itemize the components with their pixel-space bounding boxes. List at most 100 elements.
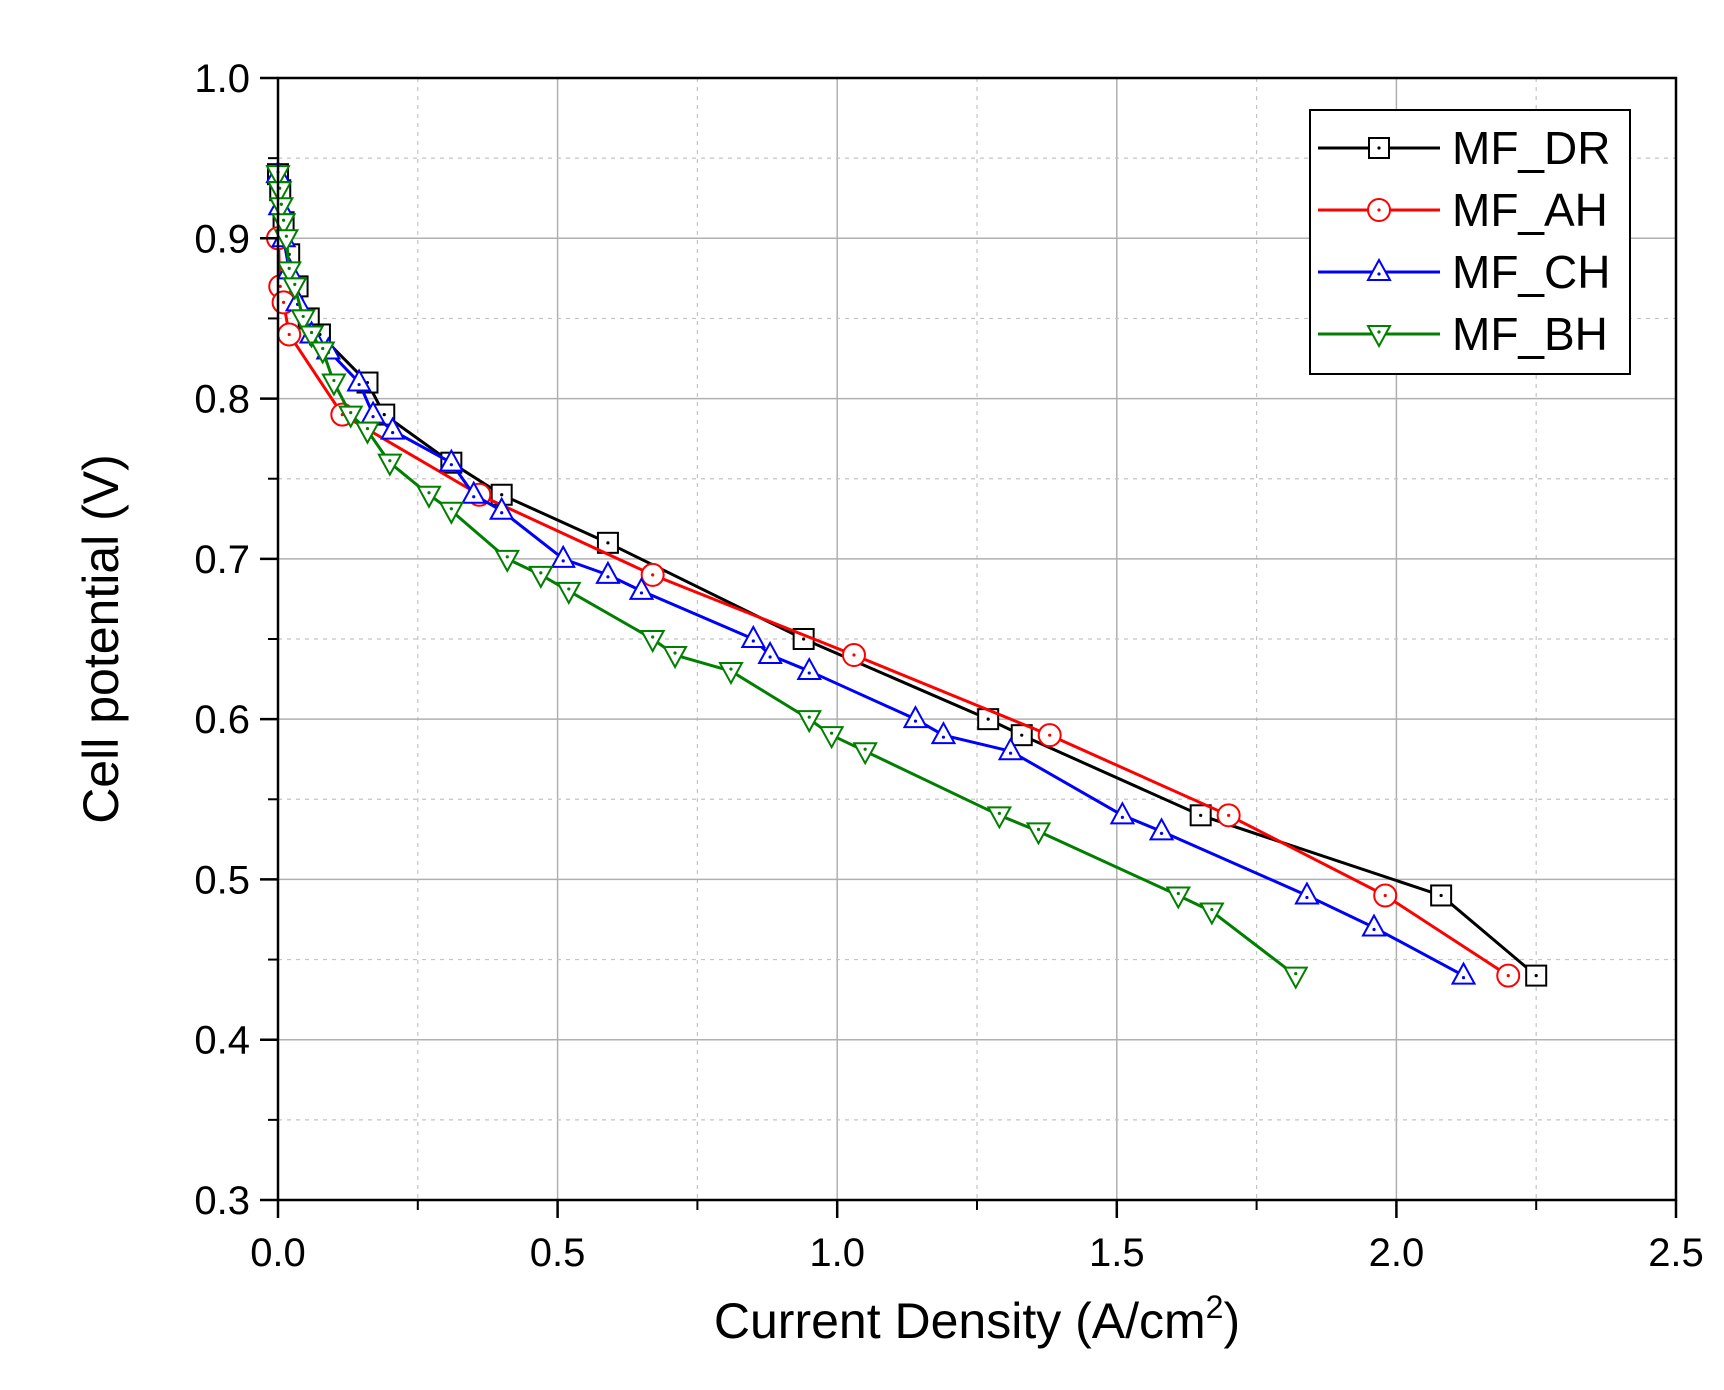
data-point-dot	[639, 591, 644, 595]
data-point	[377, 453, 403, 477]
data-point	[550, 544, 576, 568]
data-point-dot	[278, 284, 282, 288]
data-point-dot	[505, 555, 509, 559]
data-point	[1148, 817, 1175, 841]
x-axis-title-main: Current Density (A/cm	[714, 1293, 1206, 1349]
legend-marker	[1366, 325, 1392, 349]
data-point	[1283, 966, 1309, 990]
x-tick-label: 1.0	[809, 1231, 865, 1275]
data-point-dot	[1305, 895, 1309, 900]
data-point-dot	[651, 635, 655, 639]
data-point-dot	[986, 717, 990, 721]
data-point	[1109, 801, 1136, 825]
data-point	[290, 309, 316, 333]
legend-label: MF_BH	[1452, 308, 1608, 360]
data-point-dot	[651, 573, 655, 577]
data-point-dot	[807, 671, 811, 675]
data-point-dot	[1210, 907, 1214, 912]
data-point-dot	[1534, 974, 1538, 978]
data-point	[438, 448, 465, 472]
data-point-dot	[1120, 815, 1124, 819]
data-point	[930, 721, 957, 745]
data-point	[310, 341, 336, 365]
data-point-dot	[293, 282, 297, 286]
y-tick-label: 1.0	[194, 57, 250, 101]
data-point-dot	[281, 300, 286, 304]
data-point-dot	[391, 431, 395, 435]
data-point	[354, 421, 381, 445]
data-point-dot	[371, 415, 375, 419]
data-point-dot	[500, 511, 504, 515]
data-point	[852, 742, 878, 766]
data-point-dot	[472, 495, 476, 499]
data-point-dot	[1461, 976, 1466, 980]
data-point	[1294, 881, 1320, 905]
y-tick-label: 0.3	[194, 1179, 250, 1223]
data-point	[740, 624, 767, 648]
data-point-dot	[287, 332, 291, 337]
legend-marker-dot	[1377, 330, 1381, 334]
data-point	[556, 581, 582, 605]
data-point-dot	[1506, 974, 1510, 978]
data-point-dot	[768, 655, 772, 659]
data-point	[346, 368, 372, 392]
data-point-dot	[1036, 827, 1041, 831]
data-point-dot	[863, 747, 867, 751]
legend-marker-dot	[1377, 208, 1381, 212]
data-point-dot	[807, 715, 811, 719]
data-point	[416, 485, 442, 509]
data-point-dot	[561, 559, 565, 563]
data-point	[461, 480, 487, 504]
y-tick-label: 0.5	[194, 858, 250, 902]
data-point-dot	[852, 653, 856, 657]
data-point-dot	[449, 463, 453, 467]
data-point-dot	[913, 719, 918, 723]
data-point	[1199, 902, 1225, 926]
x-tick-label: 2.5	[1648, 1231, 1704, 1275]
legend-marker-dot	[1377, 146, 1381, 150]
legend-marker	[1366, 257, 1392, 281]
data-point	[986, 806, 1013, 830]
x-tick-label: 0.0	[250, 1231, 306, 1275]
data-point	[662, 646, 688, 670]
legend-label: MF_DR	[1452, 122, 1610, 174]
data-point	[1025, 822, 1052, 846]
data-point	[1361, 913, 1387, 937]
data-point	[268, 197, 295, 221]
data-point-dot	[309, 330, 314, 335]
data-point-dot	[1383, 893, 1387, 898]
legend-label: MF_AH	[1452, 184, 1608, 236]
legend-box	[1309, 109, 1631, 375]
data-point-dot	[1176, 891, 1180, 896]
data-point	[528, 565, 554, 589]
y-tick-label: 0.4	[194, 1019, 250, 1063]
data-point-dot	[1227, 813, 1231, 817]
data-point-dot	[751, 639, 755, 643]
data-point-dot	[388, 459, 392, 463]
y-tick-label: 0.7	[194, 538, 250, 582]
data-point	[379, 416, 406, 440]
data-point-dot	[567, 587, 571, 591]
data-point-dot	[281, 218, 286, 222]
data-point-dot	[321, 346, 325, 351]
data-point	[298, 325, 325, 349]
data-point-dot	[941, 735, 946, 739]
data-point	[488, 496, 515, 520]
data-point-dot	[606, 575, 610, 579]
legend-label: MF_CH	[1452, 246, 1610, 298]
legend: MF_DR MF_AH MF_CH MF_BH	[1309, 109, 1631, 375]
series-layer	[265, 160, 1548, 990]
data-point	[321, 373, 347, 397]
data-point	[438, 501, 465, 525]
data-point-dot	[349, 411, 353, 415]
x-axis-title-superscript: 2	[1206, 1289, 1224, 1325]
data-point-dot	[830, 731, 834, 735]
data-point-dot	[1008, 751, 1013, 755]
data-point-dot	[1020, 733, 1024, 737]
legend-item: MF_CH	[1318, 246, 1610, 298]
legend-marker-dot	[1377, 272, 1381, 276]
legend-item: MF_BH	[1318, 308, 1608, 360]
data-point	[639, 630, 666, 654]
data-point	[338, 405, 364, 429]
